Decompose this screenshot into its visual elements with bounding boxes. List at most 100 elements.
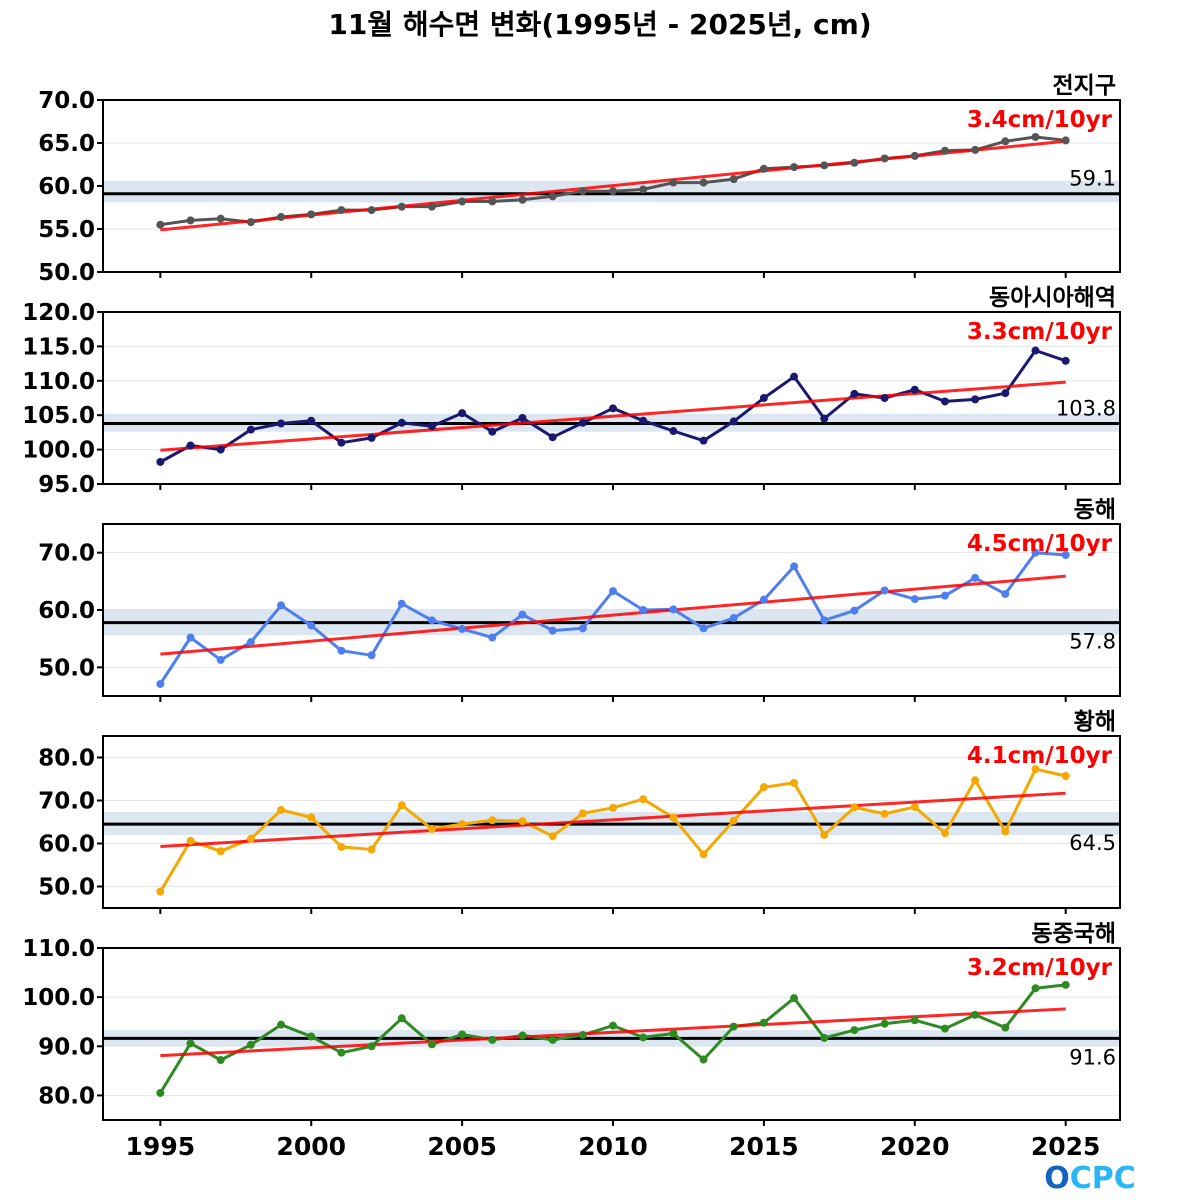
panel-1: 95.0 100.0 105.0 110.0 115.0 120.0 동아시아해역 3.3cm… xyxy=(22,285,1121,498)
data-point xyxy=(940,397,949,406)
chart-title: 11월 해수면 변화(1995년 - 2025년, cm) xyxy=(328,8,871,41)
data-point xyxy=(971,1010,980,1019)
data-point xyxy=(971,395,980,404)
data-point xyxy=(488,633,497,642)
data-point xyxy=(639,185,648,194)
data-point xyxy=(156,457,165,466)
data-point xyxy=(759,1018,768,1027)
data-point xyxy=(216,214,225,223)
y-tick-label: 50.0 xyxy=(38,875,95,901)
y-tick-label: 100.0 xyxy=(22,985,95,1011)
data-point xyxy=(578,809,587,818)
region-label: 동중국해 xyxy=(1031,921,1116,947)
data-point xyxy=(820,616,829,625)
panel-frame xyxy=(102,735,1121,909)
data-point xyxy=(186,216,195,225)
data-point xyxy=(397,599,406,608)
logo-letter: C xyxy=(1070,1161,1092,1196)
data-point xyxy=(367,845,376,854)
data-point xyxy=(759,595,768,604)
data-point xyxy=(307,621,316,630)
data-point xyxy=(156,1088,165,1097)
data-point xyxy=(699,1055,708,1064)
data-point xyxy=(971,145,980,154)
data-point xyxy=(729,1022,738,1031)
data-point xyxy=(699,436,708,445)
panel-2: 50.0 60.0 70.0 동해 4.5cm/10yr 57.8 xyxy=(38,497,1121,702)
panel-0: 50.0 55.0 60.0 65.0 70.0 전지구 3.4cm/10yr 59.1 xyxy=(38,73,1121,286)
data-point xyxy=(578,418,587,427)
data-point xyxy=(427,616,436,625)
data-point xyxy=(910,802,919,811)
y-tick-label: 60.0 xyxy=(38,174,95,200)
data-point xyxy=(669,178,678,187)
data-point xyxy=(880,154,889,163)
data-point xyxy=(850,606,859,615)
data-point xyxy=(307,1032,316,1041)
data-point xyxy=(186,441,195,450)
x-axis: 1995 2000 2005 2010 2015 2020 2025 xyxy=(126,1132,1101,1161)
data-point xyxy=(910,1016,919,1025)
data-point xyxy=(699,850,708,859)
data-point xyxy=(790,994,799,1003)
data-point xyxy=(609,587,618,596)
data-point xyxy=(518,413,527,422)
data-point xyxy=(277,212,286,221)
data-point xyxy=(850,389,859,398)
data-point xyxy=(548,192,557,201)
y-tick-label: 80.0 xyxy=(38,1083,95,1109)
y-tick-label: 105.0 xyxy=(22,403,95,429)
region-label: 황해 xyxy=(1074,709,1116,735)
data-point xyxy=(790,163,799,172)
data-point xyxy=(609,803,618,812)
data-point xyxy=(729,614,738,623)
data-point xyxy=(156,679,165,688)
y-tick-label: 110.0 xyxy=(22,936,95,962)
y-tick-label: 70.0 xyxy=(38,541,95,567)
panel-4: 80.0 90.0 100.0 110.0 동중국해 3.2cm/10yr 91.6 xyxy=(22,921,1121,1126)
y-tick-label: 70.0 xyxy=(38,789,95,815)
x-tick-label: 2010 xyxy=(578,1132,648,1161)
data-point xyxy=(427,1040,436,1049)
data-point xyxy=(790,562,799,571)
data-point xyxy=(337,646,346,655)
data-point xyxy=(216,655,225,664)
data-point xyxy=(1001,827,1010,836)
data-point xyxy=(458,820,467,829)
mean-value-label: 91.6 xyxy=(1069,1045,1116,1069)
trend-rate-label: 3.4cm/10yr xyxy=(967,107,1113,133)
data-point xyxy=(548,626,557,635)
data-point xyxy=(277,601,286,610)
trend-rate-label: 3.2cm/10yr xyxy=(967,955,1113,981)
data-point xyxy=(971,573,980,582)
data-point xyxy=(578,624,587,633)
data-point xyxy=(669,427,678,436)
data-point xyxy=(1031,132,1040,141)
data-point xyxy=(1001,389,1010,398)
data-point xyxy=(940,829,949,838)
data-point xyxy=(337,1048,346,1057)
data-point xyxy=(1031,548,1040,557)
data-point xyxy=(578,187,587,196)
data-point xyxy=(699,178,708,187)
data-point xyxy=(186,633,195,642)
data-point xyxy=(367,433,376,442)
data-point xyxy=(880,1019,889,1028)
data-point xyxy=(1001,1023,1010,1032)
data-point xyxy=(1031,765,1040,774)
logo-letter: C xyxy=(1114,1161,1136,1196)
data-point xyxy=(699,624,708,633)
data-point xyxy=(1061,980,1070,989)
data-point xyxy=(669,813,678,822)
data-point xyxy=(277,805,286,814)
x-tick-label: 2005 xyxy=(427,1132,497,1161)
panel-3: 50.0 60.0 70.0 80.0 황해 4.1cm/10yr 64.5 xyxy=(38,709,1121,914)
data-point xyxy=(186,836,195,845)
y-tick-label: 60.0 xyxy=(38,832,95,858)
y-tick-label: 115.0 xyxy=(22,334,95,360)
data-point xyxy=(1031,984,1040,993)
data-point xyxy=(367,206,376,215)
data-point xyxy=(518,610,527,619)
data-point xyxy=(820,414,829,423)
